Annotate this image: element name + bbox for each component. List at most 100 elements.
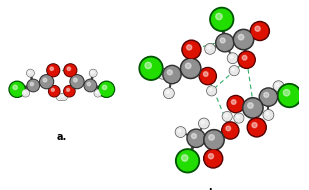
Circle shape [199, 118, 209, 129]
Circle shape [95, 90, 101, 96]
Circle shape [243, 98, 263, 118]
Circle shape [235, 31, 252, 48]
Circle shape [185, 63, 191, 69]
Circle shape [247, 118, 266, 137]
Circle shape [182, 60, 199, 77]
Circle shape [229, 66, 239, 75]
Circle shape [90, 70, 97, 77]
Circle shape [273, 81, 284, 91]
Circle shape [263, 110, 273, 120]
Circle shape [102, 85, 107, 89]
Circle shape [91, 71, 93, 73]
Circle shape [274, 82, 283, 91]
Circle shape [60, 93, 67, 100]
Circle shape [250, 21, 269, 40]
Circle shape [65, 65, 76, 76]
Circle shape [207, 46, 210, 49]
Circle shape [74, 78, 77, 82]
Circle shape [276, 84, 279, 86]
Circle shape [266, 112, 269, 115]
Circle shape [225, 114, 227, 117]
Circle shape [177, 151, 198, 171]
Circle shape [41, 76, 53, 88]
Circle shape [200, 119, 208, 128]
Circle shape [204, 130, 224, 150]
Circle shape [57, 94, 63, 100]
Circle shape [244, 99, 261, 117]
Circle shape [29, 71, 31, 73]
Circle shape [252, 123, 257, 128]
Circle shape [47, 64, 60, 77]
Circle shape [87, 82, 91, 86]
Circle shape [27, 70, 34, 77]
Circle shape [158, 69, 168, 79]
Circle shape [187, 129, 205, 147]
Circle shape [70, 75, 84, 89]
Circle shape [22, 89, 29, 97]
Circle shape [231, 100, 236, 104]
Circle shape [64, 86, 75, 97]
Circle shape [50, 67, 53, 70]
Circle shape [160, 71, 163, 74]
Circle shape [71, 76, 83, 88]
Circle shape [277, 84, 301, 107]
Circle shape [205, 44, 215, 54]
Circle shape [24, 91, 26, 93]
Circle shape [217, 35, 233, 50]
Circle shape [163, 65, 181, 84]
Circle shape [28, 70, 33, 76]
Circle shape [28, 80, 39, 91]
Circle shape [139, 56, 163, 80]
Circle shape [223, 112, 231, 120]
Circle shape [236, 116, 239, 118]
Circle shape [283, 89, 290, 96]
Circle shape [216, 33, 234, 52]
Circle shape [62, 95, 64, 97]
Circle shape [181, 155, 188, 161]
Circle shape [85, 80, 95, 91]
Circle shape [49, 86, 60, 97]
Circle shape [164, 67, 180, 82]
Circle shape [210, 7, 234, 31]
Circle shape [238, 34, 244, 40]
Circle shape [264, 92, 269, 97]
Circle shape [99, 82, 113, 96]
Circle shape [23, 90, 29, 96]
Circle shape [164, 88, 174, 98]
Circle shape [94, 89, 102, 97]
Circle shape [216, 13, 222, 20]
Circle shape [49, 86, 59, 96]
Circle shape [222, 112, 232, 121]
Circle shape [223, 123, 238, 138]
Circle shape [182, 40, 201, 59]
Circle shape [57, 93, 63, 100]
Circle shape [230, 67, 238, 75]
Text: b.: b. [208, 188, 219, 190]
Circle shape [27, 79, 40, 92]
Circle shape [178, 129, 181, 132]
Circle shape [61, 94, 66, 100]
Circle shape [227, 53, 238, 63]
Circle shape [141, 58, 161, 78]
Circle shape [232, 68, 234, 71]
Circle shape [248, 103, 253, 108]
Circle shape [264, 111, 273, 119]
Circle shape [183, 42, 200, 58]
Circle shape [176, 149, 200, 173]
Circle shape [158, 69, 167, 78]
Circle shape [66, 88, 70, 91]
Circle shape [40, 75, 53, 89]
Circle shape [187, 45, 192, 50]
Circle shape [239, 52, 254, 67]
Circle shape [260, 89, 276, 105]
Circle shape [234, 113, 243, 123]
Circle shape [192, 134, 197, 139]
Circle shape [84, 79, 96, 92]
Circle shape [43, 78, 47, 82]
Circle shape [209, 135, 214, 140]
Circle shape [279, 86, 299, 106]
Circle shape [227, 95, 244, 113]
Circle shape [204, 149, 223, 168]
Circle shape [242, 55, 247, 60]
Circle shape [208, 154, 214, 159]
